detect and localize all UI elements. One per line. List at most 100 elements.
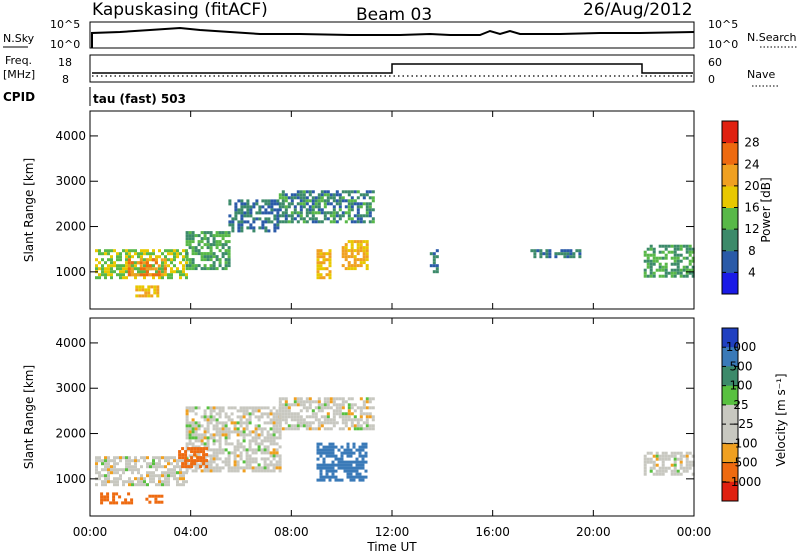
data-cell [212, 427, 216, 431]
data-cell [320, 190, 324, 194]
data-cell [212, 454, 216, 458]
data-cell [194, 433, 198, 437]
data-cell [233, 454, 237, 458]
data-cell [206, 246, 210, 250]
data-cell [308, 208, 312, 212]
data-cell [335, 190, 339, 194]
data-cell [143, 249, 146, 253]
data-cell [266, 406, 270, 410]
data-cell [661, 460, 665, 464]
data-cell [242, 445, 246, 449]
data-cell [331, 442, 335, 446]
data-cell [302, 217, 306, 221]
data-cell [251, 448, 255, 452]
data-cell [242, 433, 246, 437]
data-cell [329, 418, 333, 422]
data-cell [322, 252, 326, 256]
data-cell [308, 415, 312, 419]
data-cell [314, 202, 318, 206]
data-cell [655, 451, 659, 455]
data-cell [346, 466, 350, 470]
data-cell [107, 273, 110, 277]
data-cell [164, 249, 167, 253]
data-cell [197, 436, 201, 440]
data-cell [116, 468, 119, 472]
data-cell [125, 252, 128, 256]
data-cell [224, 424, 228, 428]
data-cell [128, 255, 131, 259]
data-cell [158, 276, 161, 280]
data-cell [212, 415, 216, 419]
data-cell [299, 196, 303, 200]
data-cell [191, 267, 195, 271]
data-cell [140, 465, 143, 469]
data-cell [131, 249, 134, 253]
data-cell [281, 418, 285, 422]
data-cell [350, 246, 354, 250]
data-cell [652, 247, 656, 251]
data-cell [110, 258, 113, 262]
data-cell [224, 442, 228, 446]
data-cell [371, 415, 375, 419]
data-cell [578, 252, 582, 256]
data-cell [350, 243, 354, 247]
data-cell [563, 255, 567, 259]
data-cell [122, 273, 125, 277]
data-cell [206, 442, 210, 446]
data-cell [365, 190, 369, 194]
data-cell [685, 265, 689, 269]
velocity-panel: 00:00 04:00 08:00 12:00 16:00 20:00 00:0010002… [22, 317, 788, 539]
data-cell [146, 471, 149, 475]
data-cell [240, 217, 244, 221]
data-cell [218, 406, 222, 410]
data-cell [643, 250, 647, 254]
data-cell [284, 193, 288, 197]
data-cell [257, 424, 261, 428]
data-cell [353, 418, 357, 422]
data-cell [191, 445, 195, 449]
data-cell [205, 465, 209, 469]
data-cell [116, 255, 119, 259]
data-cell [221, 430, 225, 434]
data-cell [257, 469, 261, 473]
station-title: Kapuskasing (fitACF) [92, 0, 268, 20]
data-cell [658, 454, 662, 458]
data-cell [149, 480, 152, 484]
data-cell [661, 466, 665, 470]
data-cell [155, 270, 158, 274]
data-cell [254, 409, 258, 413]
data-cell [248, 466, 252, 470]
data-cell [170, 267, 173, 271]
data-cell [664, 265, 668, 269]
data-cell [325, 469, 329, 473]
data-cell [254, 430, 258, 434]
data-cell [368, 202, 372, 206]
data-cell [679, 457, 683, 461]
data-cell [673, 271, 677, 275]
data-cell [278, 208, 282, 212]
data-cell [320, 409, 324, 413]
data-cell [233, 427, 237, 431]
data-cell [191, 234, 195, 238]
data-cell [337, 460, 341, 464]
data-cell [242, 406, 246, 410]
data-cell [263, 421, 267, 425]
data-cell [140, 480, 143, 484]
data-cell [167, 276, 170, 280]
data-cell [203, 252, 207, 256]
data-cell [179, 459, 182, 463]
data-cell [278, 457, 282, 461]
data-cell [281, 220, 285, 224]
data-cell [125, 249, 128, 253]
data-cell [646, 265, 650, 269]
data-cell [273, 202, 277, 206]
data-cell [224, 267, 228, 271]
data-cell [194, 234, 198, 238]
data-cell [154, 500, 158, 504]
data-cell [326, 418, 330, 422]
data-cell [670, 250, 674, 254]
data-cell [179, 261, 182, 265]
data-cell [119, 267, 122, 271]
data-cell [332, 211, 336, 215]
data-cell [347, 427, 351, 431]
